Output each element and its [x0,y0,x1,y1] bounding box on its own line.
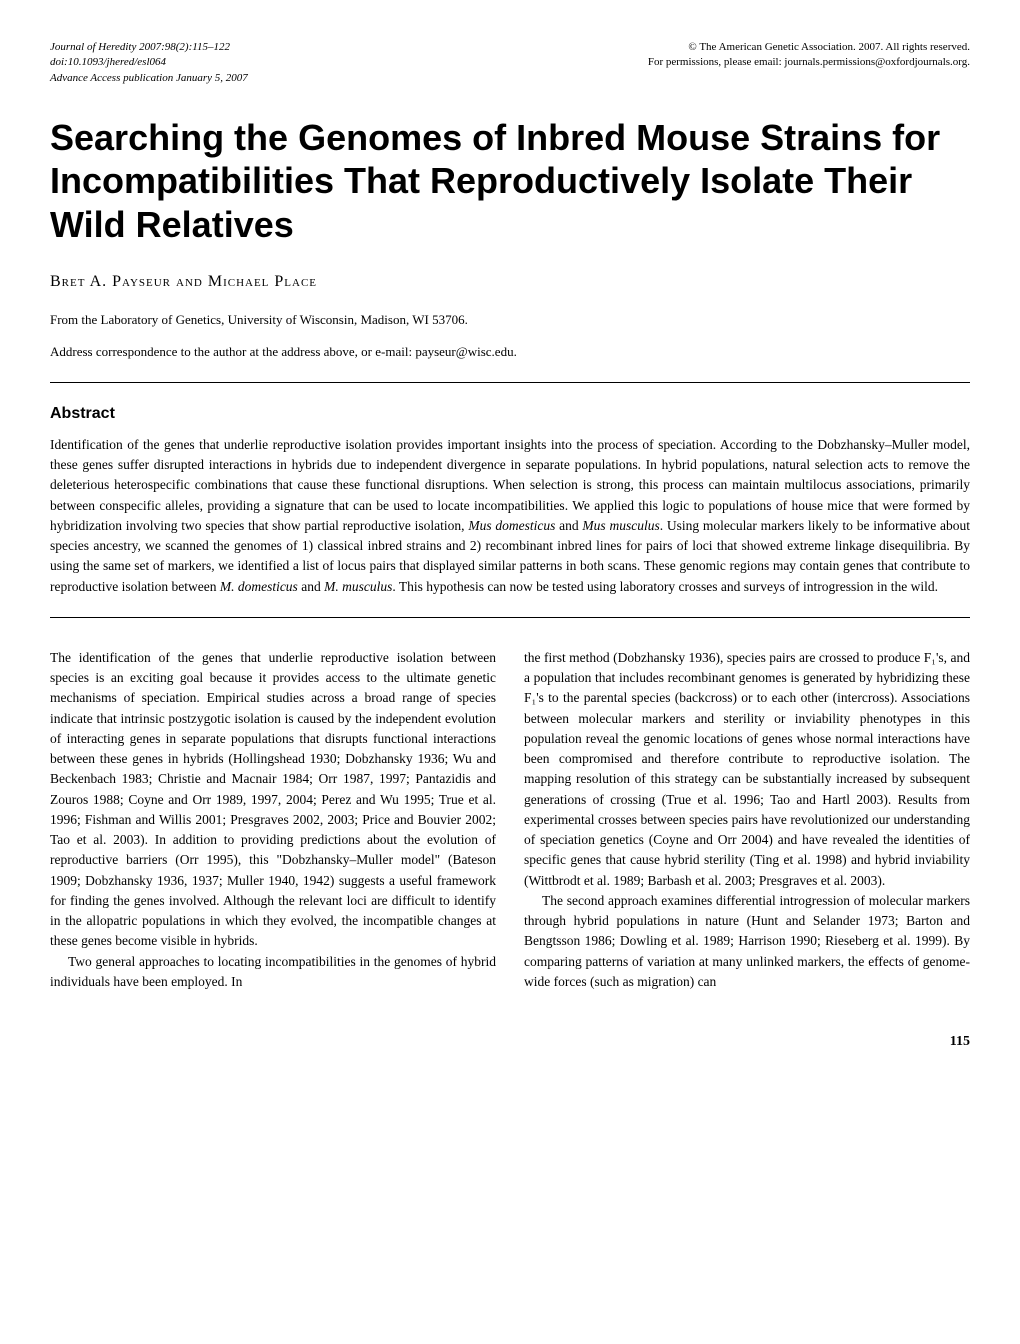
abstract-text: Identification of the genes that underli… [50,435,970,597]
citation: 2007:98(2):115–122 [139,41,230,53]
correspondence: Address correspondence to the author at … [50,343,970,361]
body-paragraph: Two general approaches to locating incom… [50,952,496,993]
doi: doi:10.1093/jhered/esl064 [50,56,166,68]
body-paragraph: The second approach examines differentia… [524,891,970,992]
divider-bottom [50,617,970,618]
divider-top [50,382,970,383]
body-paragraph: the first method (Dobzhansky 1936), spec… [524,648,970,891]
page-header: Journal of Heredity 2007:98(2):115–122 d… [50,40,970,86]
copyright: © The American Genetic Association. 2007… [688,41,970,53]
advance-access: Advance Access publication January 5, 20… [50,72,248,84]
right-column: the first method (Dobzhansky 1936), spec… [524,648,970,992]
permissions: For permissions, please email: journals.… [648,56,970,68]
page-number: 115 [50,1032,970,1052]
header-left: Journal of Heredity 2007:98(2):115–122 d… [50,40,248,86]
authors: Bret A. Payseur and Michael Place [50,271,970,293]
affiliation: From the Laboratory of Genetics, Univers… [50,311,970,329]
header-right: © The American Genetic Association. 2007… [648,40,970,86]
article-title: Searching the Genomes of Inbred Mouse St… [50,116,970,246]
abstract-heading: Abstract [50,403,970,425]
left-column: The identification of the genes that und… [50,648,496,992]
body-columns: The identification of the genes that und… [50,648,970,992]
journal-name: Journal of Heredity [50,41,136,53]
body-paragraph: The identification of the genes that und… [50,648,496,952]
